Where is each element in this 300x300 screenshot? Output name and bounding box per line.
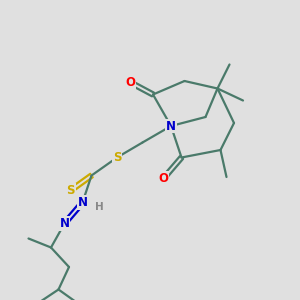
Text: O: O	[158, 172, 169, 185]
Text: S: S	[113, 151, 121, 164]
Text: O: O	[125, 76, 136, 89]
Text: N: N	[59, 217, 70, 230]
Text: S: S	[66, 184, 75, 197]
Text: H: H	[94, 202, 103, 212]
Text: N: N	[77, 196, 88, 209]
Text: N: N	[166, 119, 176, 133]
